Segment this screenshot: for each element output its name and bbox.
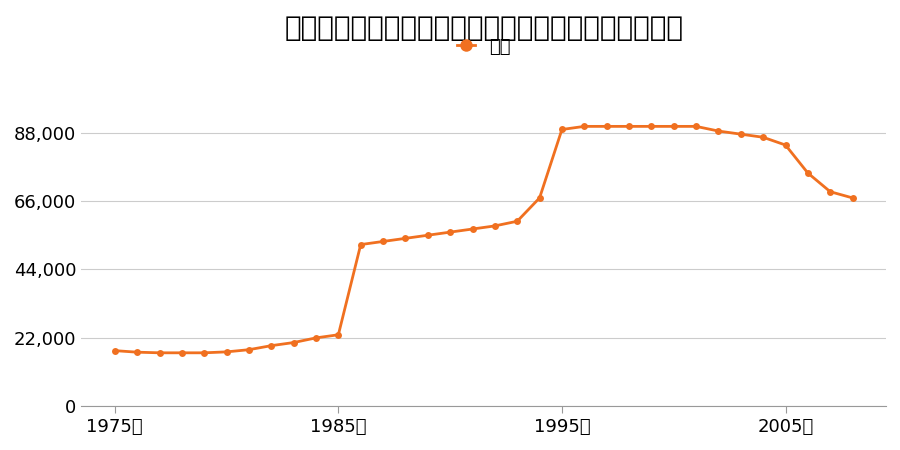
価格 xyxy=(713,128,724,134)
価格 xyxy=(154,350,165,356)
Line: 価格: 価格 xyxy=(112,123,856,356)
価格 xyxy=(646,124,657,129)
価格 xyxy=(490,223,500,229)
価格 xyxy=(803,171,814,176)
価格 xyxy=(378,239,389,244)
価格 xyxy=(556,127,567,132)
価格 xyxy=(601,124,612,129)
価格 xyxy=(400,236,410,241)
価格 xyxy=(356,242,366,247)
価格 xyxy=(422,233,433,238)
価格 xyxy=(110,348,121,353)
価格 xyxy=(780,142,791,148)
価格 xyxy=(131,350,142,355)
価格 xyxy=(824,189,835,194)
価格 xyxy=(467,226,478,232)
価格 xyxy=(847,195,858,201)
Legend: 価格: 価格 xyxy=(449,31,518,63)
価格 xyxy=(579,124,590,129)
価格 xyxy=(310,335,321,341)
価格 xyxy=(690,124,701,129)
Title: 愛知県豊川市大字大木字新町通３１０番４の地価推移: 愛知県豊川市大字大木字新町通３１０番４の地価推移 xyxy=(284,14,683,42)
価格 xyxy=(669,124,680,129)
価格 xyxy=(624,124,634,129)
価格 xyxy=(176,350,187,356)
価格 xyxy=(512,219,523,224)
価格 xyxy=(735,131,746,137)
価格 xyxy=(445,230,455,235)
価格 xyxy=(758,135,769,140)
価格 xyxy=(333,332,344,338)
価格 xyxy=(266,343,276,348)
価格 xyxy=(244,347,255,352)
価格 xyxy=(288,340,299,345)
価格 xyxy=(221,349,232,355)
価格 xyxy=(199,350,210,356)
価格 xyxy=(535,195,545,201)
